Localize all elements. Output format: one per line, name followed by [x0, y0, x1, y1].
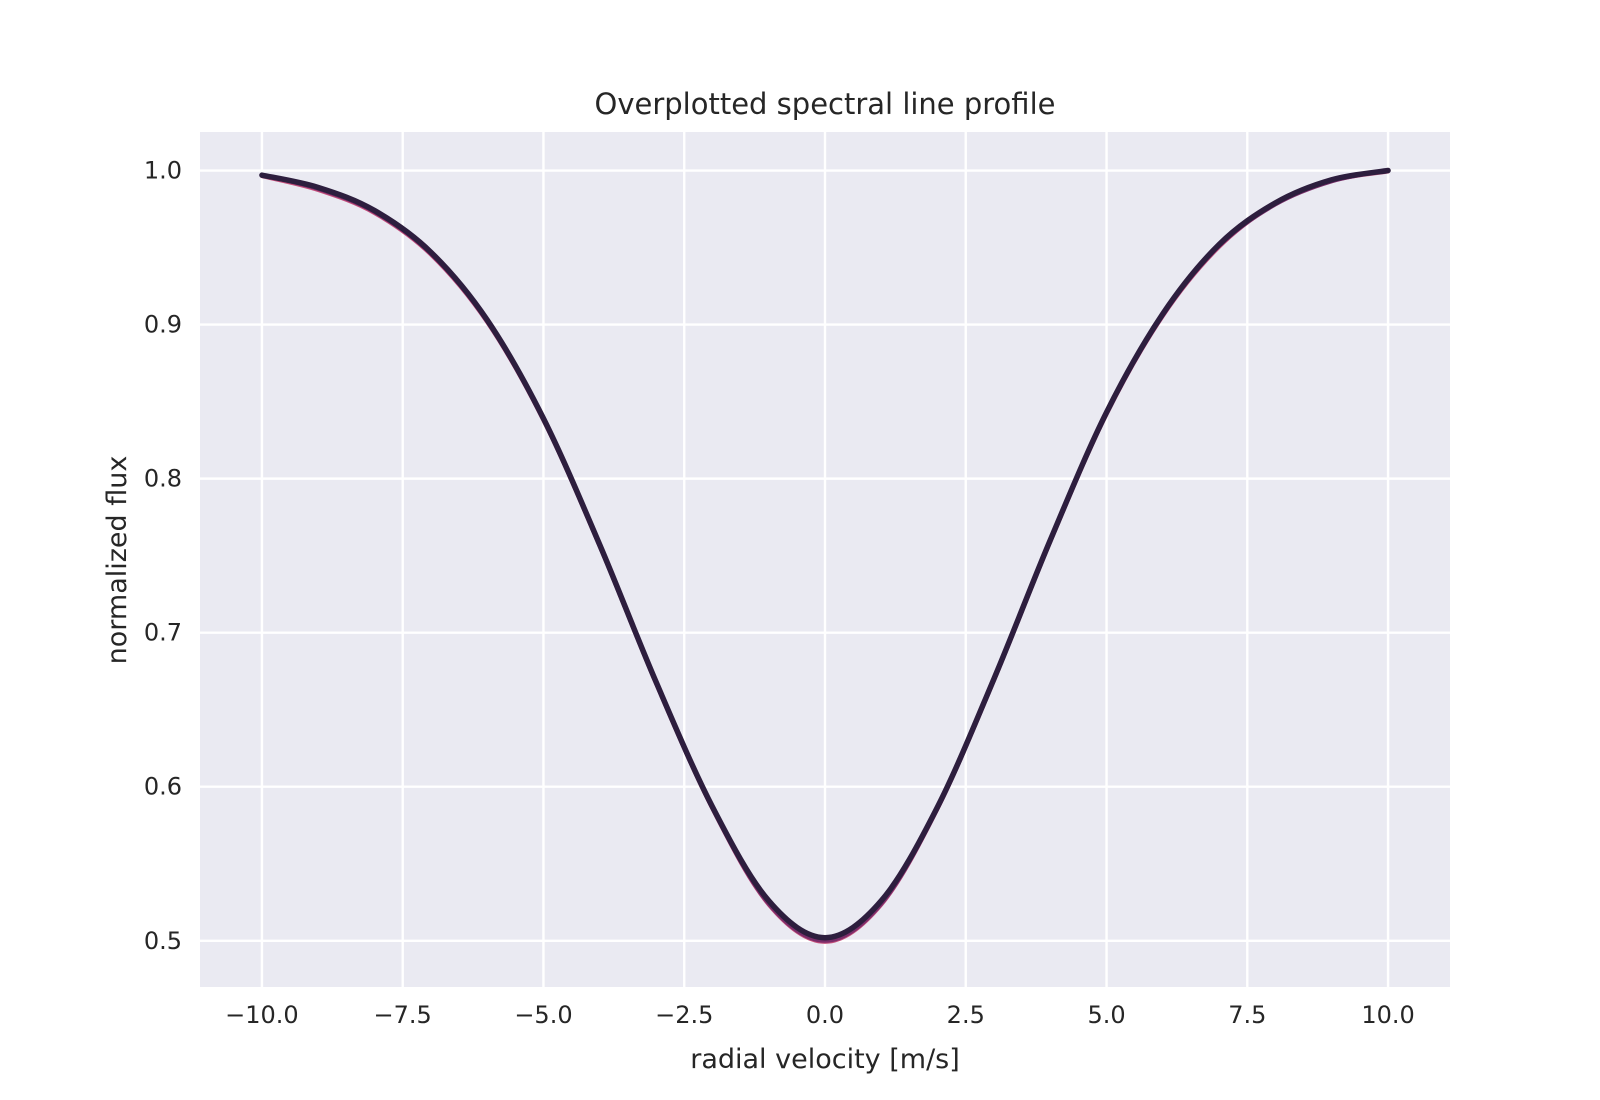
x-tick-label: 5.0: [1087, 1001, 1125, 1029]
x-tick-label: −7.5: [374, 1001, 432, 1029]
y-tick-labels: 0.5 0.6 0.7 0.8 0.9 1.0: [144, 157, 182, 955]
chart-title: Overplotted spectral line profile: [595, 87, 1056, 121]
x-tick-label: −5.0: [514, 1001, 572, 1029]
y-tick-label: 0.6: [144, 773, 182, 801]
grid-lines: [200, 132, 1450, 987]
x-tick-label: −10.0: [225, 1001, 299, 1029]
y-tick-label: 0.7: [144, 619, 182, 647]
y-axis-label: normalized flux: [102, 456, 133, 665]
x-tick-label: 10.0: [1361, 1001, 1414, 1029]
y-tick-label: 0.8: [144, 465, 182, 493]
y-tick-label: 1.0: [144, 157, 182, 185]
x-tick-label: −2.5: [655, 1001, 713, 1029]
series-lines: [259, 167, 1391, 944]
x-tick-label: 7.5: [1228, 1001, 1266, 1029]
series-line-3: [259, 167, 1391, 941]
y-tick-label: 0.5: [144, 927, 182, 955]
x-tick-label: 0.0: [806, 1001, 844, 1029]
x-tick-label: 2.5: [947, 1001, 985, 1029]
y-tick-label: 0.9: [144, 311, 182, 339]
x-tick-labels: −10.0 −7.5 −5.0 −2.5 0.0 2.5 5.0 7.5 10.0: [225, 1001, 1415, 1029]
x-axis-label: radial velocity [m/s]: [690, 1044, 960, 1075]
